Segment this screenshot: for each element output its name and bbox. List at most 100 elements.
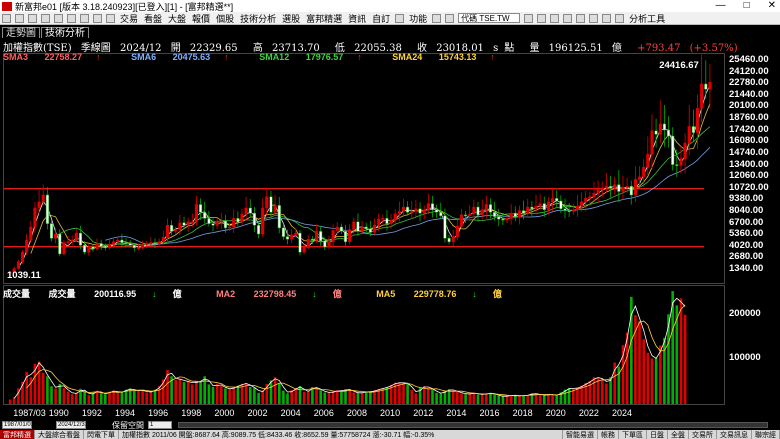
- toolbar-icon[interactable]: [589, 13, 599, 23]
- candle-body: [62, 242, 66, 255]
- menu-screener[interactable]: 選股: [282, 13, 301, 24]
- menu-function[interactable]: 功能: [409, 13, 428, 24]
- candle-body: [368, 228, 372, 233]
- candle-body: [513, 212, 517, 217]
- menu-watch[interactable]: 看盤: [144, 13, 163, 24]
- candle-body: [671, 135, 675, 165]
- volume-bar: [497, 396, 500, 404]
- candle-body: [650, 130, 654, 155]
- toolbar-icon[interactable]: [615, 13, 625, 23]
- volume-bar: [33, 363, 37, 404]
- toolbar-icon[interactable]: [54, 13, 63, 23]
- settings-icon[interactable]: [395, 13, 405, 23]
- toolbar-icon[interactable]: [80, 13, 89, 23]
- sma6-label: SMA6: [131, 52, 157, 62]
- horizontal-scrollbar[interactable]: [178, 422, 768, 428]
- status-quick-order[interactable]: 閃電下單: [84, 430, 119, 439]
- status-market-overview[interactable]: 大盤綜合看盤: [35, 430, 84, 439]
- volume-bar: [364, 391, 368, 404]
- toolbar-icon[interactable]: [432, 13, 442, 23]
- volume-bar: [410, 389, 414, 404]
- time-axis-tick: 1987/03: [13, 408, 46, 418]
- range-end-input[interactable]: 2024/12/31: [56, 421, 89, 429]
- menu-quote[interactable]: 報價: [192, 13, 211, 24]
- toolbar-icon[interactable]: [576, 13, 586, 23]
- volume-chart[interactable]: [4, 286, 726, 406]
- menu-fubon-select[interactable]: 富邦精選: [306, 13, 343, 24]
- volume-bar: [559, 392, 563, 404]
- status-contact[interactable]: 聯宗經: [752, 430, 780, 439]
- price-chart[interactable]: 24416.67 1039.11: [4, 54, 726, 285]
- volume-bar: [331, 392, 335, 404]
- volume-bar: [621, 345, 625, 404]
- toolbar-icon[interactable]: [41, 13, 50, 23]
- volume-bar: [547, 394, 550, 404]
- status-day-session[interactable]: 日盤: [647, 430, 668, 439]
- candle-body: [194, 204, 198, 223]
- window-titlebar: 新富邦e01 [版本 3.18.240923][已登入][1] - [富邦精選*…: [0, 0, 780, 12]
- tab-trend[interactable]: 走勢圖: [2, 27, 40, 39]
- menu-stock[interactable]: 個股: [216, 13, 235, 24]
- candle-body: [426, 203, 430, 210]
- candle-body: [455, 225, 459, 237]
- status-account[interactable]: 帳務: [598, 430, 619, 439]
- candle-body: [277, 205, 281, 229]
- toolbar-icon[interactable]: [93, 13, 102, 23]
- volume-bar: [153, 389, 157, 404]
- volume-bar: [157, 386, 161, 404]
- tab-technical[interactable]: 技術分析: [41, 27, 89, 39]
- toolbar-icon[interactable]: [602, 13, 612, 23]
- candle-body: [596, 189, 600, 194]
- status-order-area[interactable]: 下單區: [619, 430, 647, 439]
- toolbar-icon[interactable]: [67, 13, 76, 23]
- volume-bar: [327, 392, 331, 404]
- volume-bar: [323, 392, 327, 404]
- toolbar-icon[interactable]: [15, 13, 24, 23]
- volume-bar: [427, 387, 430, 404]
- candle-body: [451, 236, 455, 243]
- price-chart-panel[interactable]: 24416.67 1039.11: [3, 53, 725, 284]
- candle-body: [178, 222, 182, 230]
- candle-body: [87, 246, 91, 253]
- menu-market[interactable]: 大盤: [168, 13, 187, 24]
- volume-chart-panel[interactable]: [3, 285, 725, 405]
- candle-body: [584, 198, 588, 203]
- menu-trade[interactable]: 交易: [120, 13, 139, 24]
- status-exchange[interactable]: 交易所: [689, 430, 717, 439]
- maximize-button[interactable]: □: [743, 0, 750, 11]
- volume-bar: [29, 377, 33, 404]
- candle-body: [327, 241, 331, 248]
- status-all-session[interactable]: 全盤: [668, 430, 689, 439]
- sma3-value: 22758.27: [44, 52, 83, 62]
- menu-custom[interactable]: 自訂: [372, 13, 391, 24]
- status-bar: 富邦精選 大盤綜合看盤 閃電下單 加權指數 2011/06 開盤:8687.64…: [0, 430, 780, 439]
- candle-body: [74, 232, 78, 241]
- volume-bar: [638, 321, 641, 404]
- menu-technical[interactable]: 技術分析: [240, 13, 277, 24]
- close-button[interactable]: ✕: [767, 0, 776, 11]
- symbol-code-input[interactable]: 代碼 TSE.TW: [458, 13, 521, 23]
- minimize-button[interactable]: —: [715, 0, 726, 11]
- toolbar-icon[interactable]: [445, 13, 455, 23]
- toolbar-icon[interactable]: [106, 13, 115, 23]
- toolbar-icon[interactable]: [28, 13, 37, 23]
- ma2-label: MA2: [216, 289, 236, 299]
- menu-info[interactable]: 資訊: [348, 13, 367, 24]
- toolbar-icon[interactable]: [563, 13, 573, 23]
- toolbar-icon[interactable]: [524, 13, 534, 23]
- range-start-input[interactable]: 1987/01/01: [2, 421, 35, 429]
- toolbar-icon[interactable]: [2, 13, 11, 23]
- status-fubon-select[interactable]: 富邦精選: [0, 430, 35, 439]
- candle-body: [244, 207, 248, 215]
- toolbar-icon[interactable]: [537, 13, 547, 23]
- time-axis-tick: 2004: [280, 408, 301, 418]
- status-smart-select[interactable]: 智能易選: [563, 430, 598, 439]
- status-trade-msg[interactable]: 交易訊息: [717, 430, 752, 439]
- analysis-tools-button[interactable]: 分析工具: [629, 13, 666, 24]
- candle-body: [161, 237, 165, 242]
- volume-bar: [538, 394, 542, 404]
- reserve-space-input[interactable]: 1: [148, 421, 172, 429]
- volume-bar: [195, 380, 198, 404]
- toolbar-icon[interactable]: [550, 13, 560, 23]
- volume-bar: [373, 390, 376, 404]
